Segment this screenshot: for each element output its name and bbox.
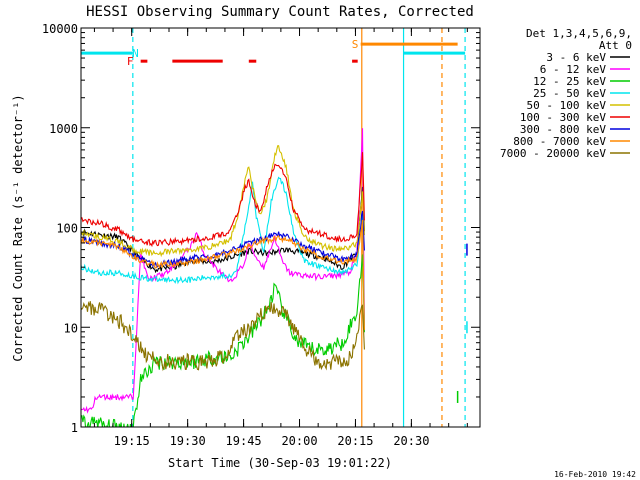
flag-label-S: S [352, 38, 359, 51]
legend-label-7: 800 - 7000 keV [513, 135, 606, 148]
chart-title: HESSI Observing Summary Count Rates, Cor… [86, 4, 474, 20]
series-line-3 [81, 176, 365, 328]
legend-label-0: 3 - 6 keV [546, 51, 606, 64]
y-label-part: Corrected Count Rate (s [11, 196, 25, 362]
series-line-4 [81, 145, 365, 258]
x-tick-label-1: 19:30 [170, 434, 206, 448]
flag-label-N: N [132, 47, 139, 60]
legend-header-0: Det 1,3,4,5,6,9, [526, 27, 632, 40]
plot-content: NF S [81, 28, 468, 427]
legend-label-2: 12 - 25 keV [533, 75, 606, 88]
series-line-7 [81, 219, 365, 330]
y-tick-label-1: 10 [64, 321, 78, 335]
legend-label-6: 300 - 800 keV [520, 123, 606, 136]
legend-header-1: Att 0 [599, 39, 632, 52]
series-line-5 [81, 152, 365, 248]
x-tick-label-4: 20:15 [337, 434, 373, 448]
series-line-8 [81, 300, 365, 372]
flag-label-F: F [127, 55, 134, 68]
plot-clipped-area [81, 28, 468, 427]
y-tick-label-3: 1000 [49, 122, 78, 136]
legend-label-5: 100 - 300 keV [520, 111, 606, 124]
x-tick-label-0: 19:15 [114, 434, 150, 448]
axes-group: 1 10 100 1000 10000 19:15 19:30 19:45 20:00 20:15… [42, 22, 480, 448]
legend-label-8: 7000 - 20000 keV [500, 147, 606, 160]
y-axis-label: Corrected Count Rate (s⁻¹ detector⁻¹) [11, 94, 25, 361]
series-line-6 [81, 210, 365, 269]
x-tick-label-3: 20:00 [281, 434, 317, 448]
y-label-part: ) [11, 94, 25, 101]
y-tick-label-2: 100 [56, 222, 78, 236]
legend-label-3: 25 - 50 keV [533, 87, 606, 100]
legend-label-1: 6 - 12 keV [540, 63, 607, 76]
x-axis-label: Start Time (30-Sep-03 19:01:22) [168, 456, 392, 470]
y-tick-label-4: 10000 [42, 22, 78, 36]
date-stamp: 16-Feb-2010 19:42 [554, 470, 636, 479]
series-line-1 [81, 128, 365, 414]
legend-label-4: 50 - 100 keV [527, 99, 607, 112]
x-tick-label-5: 20:30 [393, 434, 429, 448]
y-label-part: detector [11, 116, 25, 181]
y-label-superscript: ⁻¹ [11, 181, 25, 195]
x-tick-label-2: 19:45 [226, 434, 262, 448]
y-tick-label-0: 1 [71, 421, 78, 435]
y-label-superscript: ⁻¹ [11, 102, 25, 116]
